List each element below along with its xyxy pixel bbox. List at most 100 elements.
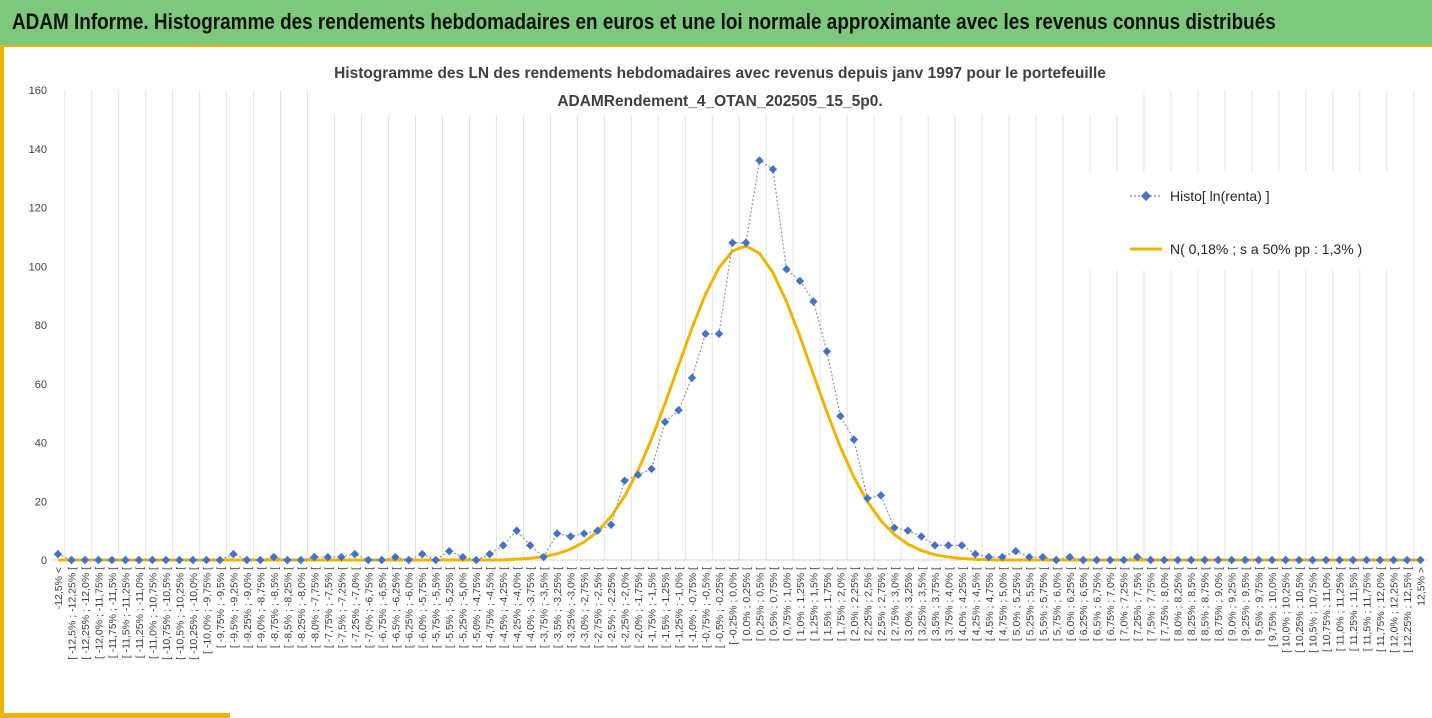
x-tick-label: [ 6,5% ; 6,75% [ bbox=[1092, 567, 1104, 641]
x-tick-label: [ 8,25% ; 8,5% [ bbox=[1186, 567, 1198, 641]
accent-bar-bottom bbox=[0, 713, 230, 718]
histogram-point bbox=[1308, 555, 1317, 565]
histogram-point bbox=[998, 552, 1007, 562]
histogram-point bbox=[728, 238, 737, 247]
histogram-point bbox=[1362, 555, 1371, 565]
x-tick-label: [ 1,25% ; 1,5% [ bbox=[808, 567, 820, 641]
x-tick-label: [ -7,75% ; -7,5% [ bbox=[323, 567, 335, 648]
x-tick-label: [ -1,25% ; -1,0% [ bbox=[674, 567, 686, 648]
x-tick-label: [ 9,5% ; 9,75% [ bbox=[1254, 567, 1266, 641]
histogram-point bbox=[498, 541, 508, 550]
histogram-point bbox=[674, 405, 683, 415]
histogram-point bbox=[1106, 555, 1115, 565]
x-tick-label: [ -1,0% ; -0,75% [ bbox=[687, 567, 699, 648]
histogram-series bbox=[53, 156, 1425, 565]
x-tick-label: [ 11,25% ; 11,5% [ bbox=[1348, 567, 1360, 651]
x-tick-label: [ -7,25% ; -7,0% [ bbox=[350, 567, 362, 648]
histogram-point bbox=[1079, 555, 1088, 565]
x-tick-label: [ 2,25% ; 2,5% [ bbox=[862, 567, 874, 641]
x-tick-label: [ -11,0% ; -10,75% [ bbox=[147, 567, 159, 659]
histogram-point bbox=[849, 435, 859, 444]
histogram-point bbox=[94, 555, 103, 565]
x-tick-label: [ 11,0% ; 11,25% [ bbox=[1335, 567, 1347, 651]
x-tick-label: [ -5,0% ; -4,75% [ bbox=[471, 567, 483, 648]
histogram-point bbox=[283, 555, 292, 565]
x-tick-label: [ 9,75% ; 10,0% [ bbox=[1267, 567, 1279, 647]
x-tick-label: [ 6,0% ; 6,25% [ bbox=[1065, 567, 1077, 641]
x-tick-label: [ -1,75% ; -1,5% [ bbox=[647, 567, 659, 648]
x-tick-label: [ -2,75% ; -2,5% [ bbox=[593, 567, 605, 648]
histogram-point bbox=[1186, 555, 1196, 565]
x-tick-label: [ 4,0% ; 4,25% [ bbox=[957, 567, 969, 641]
x-tick-label: [ 2,75% ; 3,0% [ bbox=[889, 567, 901, 641]
x-tick-label: [ 3,75% ; 4,0% [ bbox=[943, 567, 955, 641]
chart-title-line-2: ADAMRendement_4_OTAN_202505_15_5p0. bbox=[557, 93, 882, 110]
x-tick-label: [ -3,5% ; -3,25% [ bbox=[552, 567, 564, 648]
x-tick-label: [ -8,0% ; -7,75% [ bbox=[309, 567, 321, 648]
x-tick-label: [ 4,75% ; 5,0% [ bbox=[997, 567, 1009, 641]
histogram-point bbox=[1213, 555, 1223, 565]
x-tick-label: [ 9,0% ; 9,25% [ bbox=[1227, 567, 1239, 641]
x-tick-label: [ 1,0% ; 1,25% [ bbox=[795, 567, 807, 641]
x-tick-label: [ 6,25% ; 6,5% [ bbox=[1078, 567, 1090, 641]
x-tick-label: [ -6,0% ; -5,75% [ bbox=[417, 567, 429, 648]
histogram-point bbox=[1375, 555, 1385, 565]
chart-title: Histogramme des LN des rendements hebdom… bbox=[320, 59, 1120, 115]
x-tick-label: [ -12,5% ; -12,25% [ bbox=[66, 567, 78, 660]
x-tick-label: [ -5,5% ; -5,25% [ bbox=[444, 567, 456, 648]
x-tick-label: [ -10,0% ; -9,75% [ bbox=[201, 567, 213, 654]
x-tick-label: [ -5,75% ; -5,5% [ bbox=[431, 567, 443, 648]
histogram-point bbox=[971, 549, 980, 559]
histogram-point bbox=[350, 549, 359, 559]
histogram-point bbox=[67, 555, 76, 565]
y-axis-ticks: 0 20 40 60 80 100 120 140 160 bbox=[29, 85, 47, 567]
x-tick-label: [ -4,25% ; -4,0% [ bbox=[512, 567, 524, 648]
histogram-point bbox=[755, 156, 764, 165]
x-tick-label: [ -7,0% ; -6,75% [ bbox=[363, 567, 375, 648]
y-tick-label: 100 bbox=[29, 261, 47, 273]
x-tick-label: [ 0,75% ; 1,0% [ bbox=[781, 567, 793, 641]
histogram-point bbox=[1267, 555, 1277, 565]
x-tick-label: [ 5,25% ; 5,5% [ bbox=[1024, 567, 1036, 641]
histogram-point bbox=[1146, 555, 1155, 565]
histogram-point bbox=[903, 526, 913, 535]
x-tick-label: [ -12,25% ; -12,0% [ bbox=[80, 567, 92, 660]
histogram-point bbox=[1281, 555, 1290, 565]
histogram-point bbox=[337, 552, 346, 562]
histogram-point bbox=[1348, 555, 1358, 565]
y-tick-label: 140 bbox=[29, 144, 47, 156]
y-tick-label: 80 bbox=[35, 320, 47, 332]
histogram-point bbox=[701, 329, 710, 339]
y-tick-label: 60 bbox=[35, 379, 47, 391]
histogram-point bbox=[1065, 552, 1074, 562]
histogram-point bbox=[242, 555, 252, 565]
x-tick-label: [ 3,25% ; 3,5% [ bbox=[916, 567, 928, 641]
y-tick-label: 20 bbox=[35, 496, 47, 508]
histogram-point bbox=[876, 491, 886, 500]
x-tick-label: [ 10,75% ; 11,0% [ bbox=[1321, 567, 1333, 652]
histogram-point bbox=[188, 555, 198, 565]
x-tick-label: [ 6,75% ; 7,0% [ bbox=[1105, 567, 1117, 641]
x-tick-label: [ 7,5% ; 7,75% [ bbox=[1146, 567, 1158, 641]
histogram-point bbox=[1173, 555, 1182, 565]
histogram-point bbox=[809, 297, 818, 306]
histogram-point bbox=[296, 555, 306, 565]
legend-label-normal: N( 0,18% ; s a 50% pp : 1,3% ) bbox=[1170, 241, 1362, 257]
x-tick-label: [ 10,0% ; 10,25% [ bbox=[1281, 567, 1293, 653]
histogram-point bbox=[229, 549, 238, 559]
x-tick-label: [ 1,75% ; 2,0% [ bbox=[835, 567, 847, 641]
histogram-point bbox=[404, 555, 413, 565]
histogram-point bbox=[768, 165, 778, 174]
header-banner: ADAM Informe. Histogramme des rendements… bbox=[0, 0, 1432, 47]
histogram-point bbox=[1011, 546, 1020, 556]
histogram-point bbox=[1321, 555, 1331, 565]
x-tick-label: [ -2,0% ; -1,75% [ bbox=[633, 567, 645, 648]
histogram-point bbox=[202, 555, 211, 565]
x-tick-label: [ 10,5% ; 10,75% [ bbox=[1308, 567, 1320, 653]
x-tick-label: [ -3,25% ; -3,0% [ bbox=[566, 567, 578, 648]
x-tick-label: [ -6,25% ; -6,0% [ bbox=[404, 567, 416, 648]
histogram-point bbox=[539, 552, 548, 562]
histogram-point bbox=[890, 523, 899, 532]
x-tick-label: [ 0,5% ; 0,75% [ bbox=[768, 567, 780, 641]
histogram-point bbox=[458, 552, 467, 562]
